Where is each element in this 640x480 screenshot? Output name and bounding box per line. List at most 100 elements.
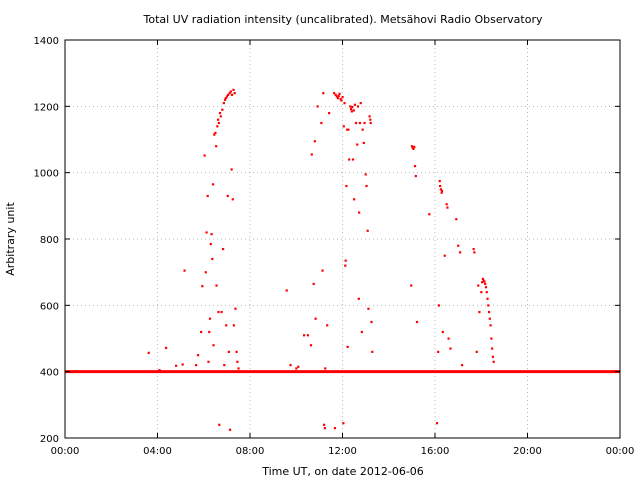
data-point [428, 213, 431, 216]
data-point [235, 350, 238, 353]
data-point [338, 92, 341, 95]
data-point [484, 282, 487, 285]
data-point [489, 324, 492, 327]
data-point [323, 427, 326, 430]
x-tick-label: 08:00 [236, 446, 265, 457]
y-tick-label: 400 [40, 368, 59, 379]
y-tick-label: 600 [40, 301, 59, 312]
data-point [333, 92, 336, 95]
data-point [229, 90, 232, 93]
y-tick-label: 1200 [34, 102, 59, 113]
y-axis-label: Arbitrary unit [4, 202, 17, 276]
data-point [297, 365, 300, 368]
data-point [164, 346, 168, 349]
data-point [441, 330, 444, 334]
data-point [359, 102, 362, 105]
data-point [202, 370, 205, 373]
data-point [437, 350, 440, 353]
data-point [232, 324, 236, 327]
data-point [415, 320, 419, 324]
data-point [356, 143, 359, 146]
data-point [215, 145, 218, 148]
y-tick-label: 1400 [34, 36, 59, 47]
data-point [460, 364, 464, 367]
data-point [481, 281, 484, 284]
data-point [219, 115, 222, 118]
data-point [440, 191, 443, 194]
data-point [352, 109, 355, 112]
data-point [367, 307, 370, 310]
data-point [353, 198, 356, 201]
y-axis-ticks: 200 400 600 800 1000 1200 1400 [34, 36, 620, 445]
data-point [208, 330, 211, 334]
data-point [345, 184, 348, 188]
data-point [285, 289, 288, 292]
data-point [200, 330, 203, 334]
data-point [484, 286, 488, 289]
data-point [412, 147, 415, 150]
data-point [214, 131, 217, 135]
data-point [449, 347, 452, 350]
data-point [478, 310, 481, 314]
data-point [491, 347, 494, 350]
y-tick-label: 800 [40, 235, 59, 246]
data-point [225, 324, 228, 327]
data-point [234, 307, 237, 310]
data-point [364, 173, 367, 176]
data-point [206, 194, 209, 198]
data-point [481, 277, 484, 280]
data-point [335, 95, 338, 98]
data-point [316, 105, 319, 108]
data-point [221, 108, 224, 111]
data-point [205, 231, 208, 234]
data-point [227, 93, 230, 96]
data-point [326, 324, 329, 327]
data-point [220, 310, 223, 314]
data-point [446, 206, 449, 209]
data-point [228, 92, 231, 95]
data-point [233, 92, 236, 95]
data-point [483, 280, 486, 283]
data-point [181, 363, 184, 366]
data-point [455, 218, 458, 221]
chart-title: Total UV radiation intensity (uncalibrat… [143, 13, 543, 26]
data-point [213, 133, 216, 136]
data-point [472, 247, 475, 251]
x-tick-label: 16:00 [421, 446, 450, 457]
data-point [369, 118, 372, 121]
data-point [491, 355, 495, 358]
data-point [363, 121, 366, 125]
data-point [302, 334, 306, 337]
data-point [342, 125, 345, 128]
data-point [413, 165, 417, 168]
data-point [350, 110, 353, 113]
data-point [362, 141, 365, 145]
data-point [351, 105, 354, 109]
data-point [225, 95, 229, 98]
data-point [289, 364, 292, 367]
data-point [360, 330, 363, 334]
data-point [480, 291, 483, 294]
data-point [237, 367, 240, 370]
data-point [333, 427, 336, 430]
data-point [414, 174, 417, 178]
data-point [475, 350, 478, 353]
data-point [309, 344, 313, 347]
data-point [343, 102, 346, 105]
data-point [447, 337, 450, 340]
data-point [344, 264, 347, 267]
data-point [226, 194, 229, 198]
data-point [230, 168, 233, 171]
data-point [346, 345, 349, 348]
data-point [217, 121, 220, 125]
data-point [435, 422, 439, 425]
data-point [410, 145, 414, 148]
data-point [227, 350, 231, 353]
data-point [306, 334, 310, 337]
x-tick-label: 04:00 [143, 446, 172, 457]
data-point [208, 317, 212, 320]
data-point [201, 285, 204, 288]
data-point [211, 257, 214, 261]
data-point [358, 211, 361, 214]
